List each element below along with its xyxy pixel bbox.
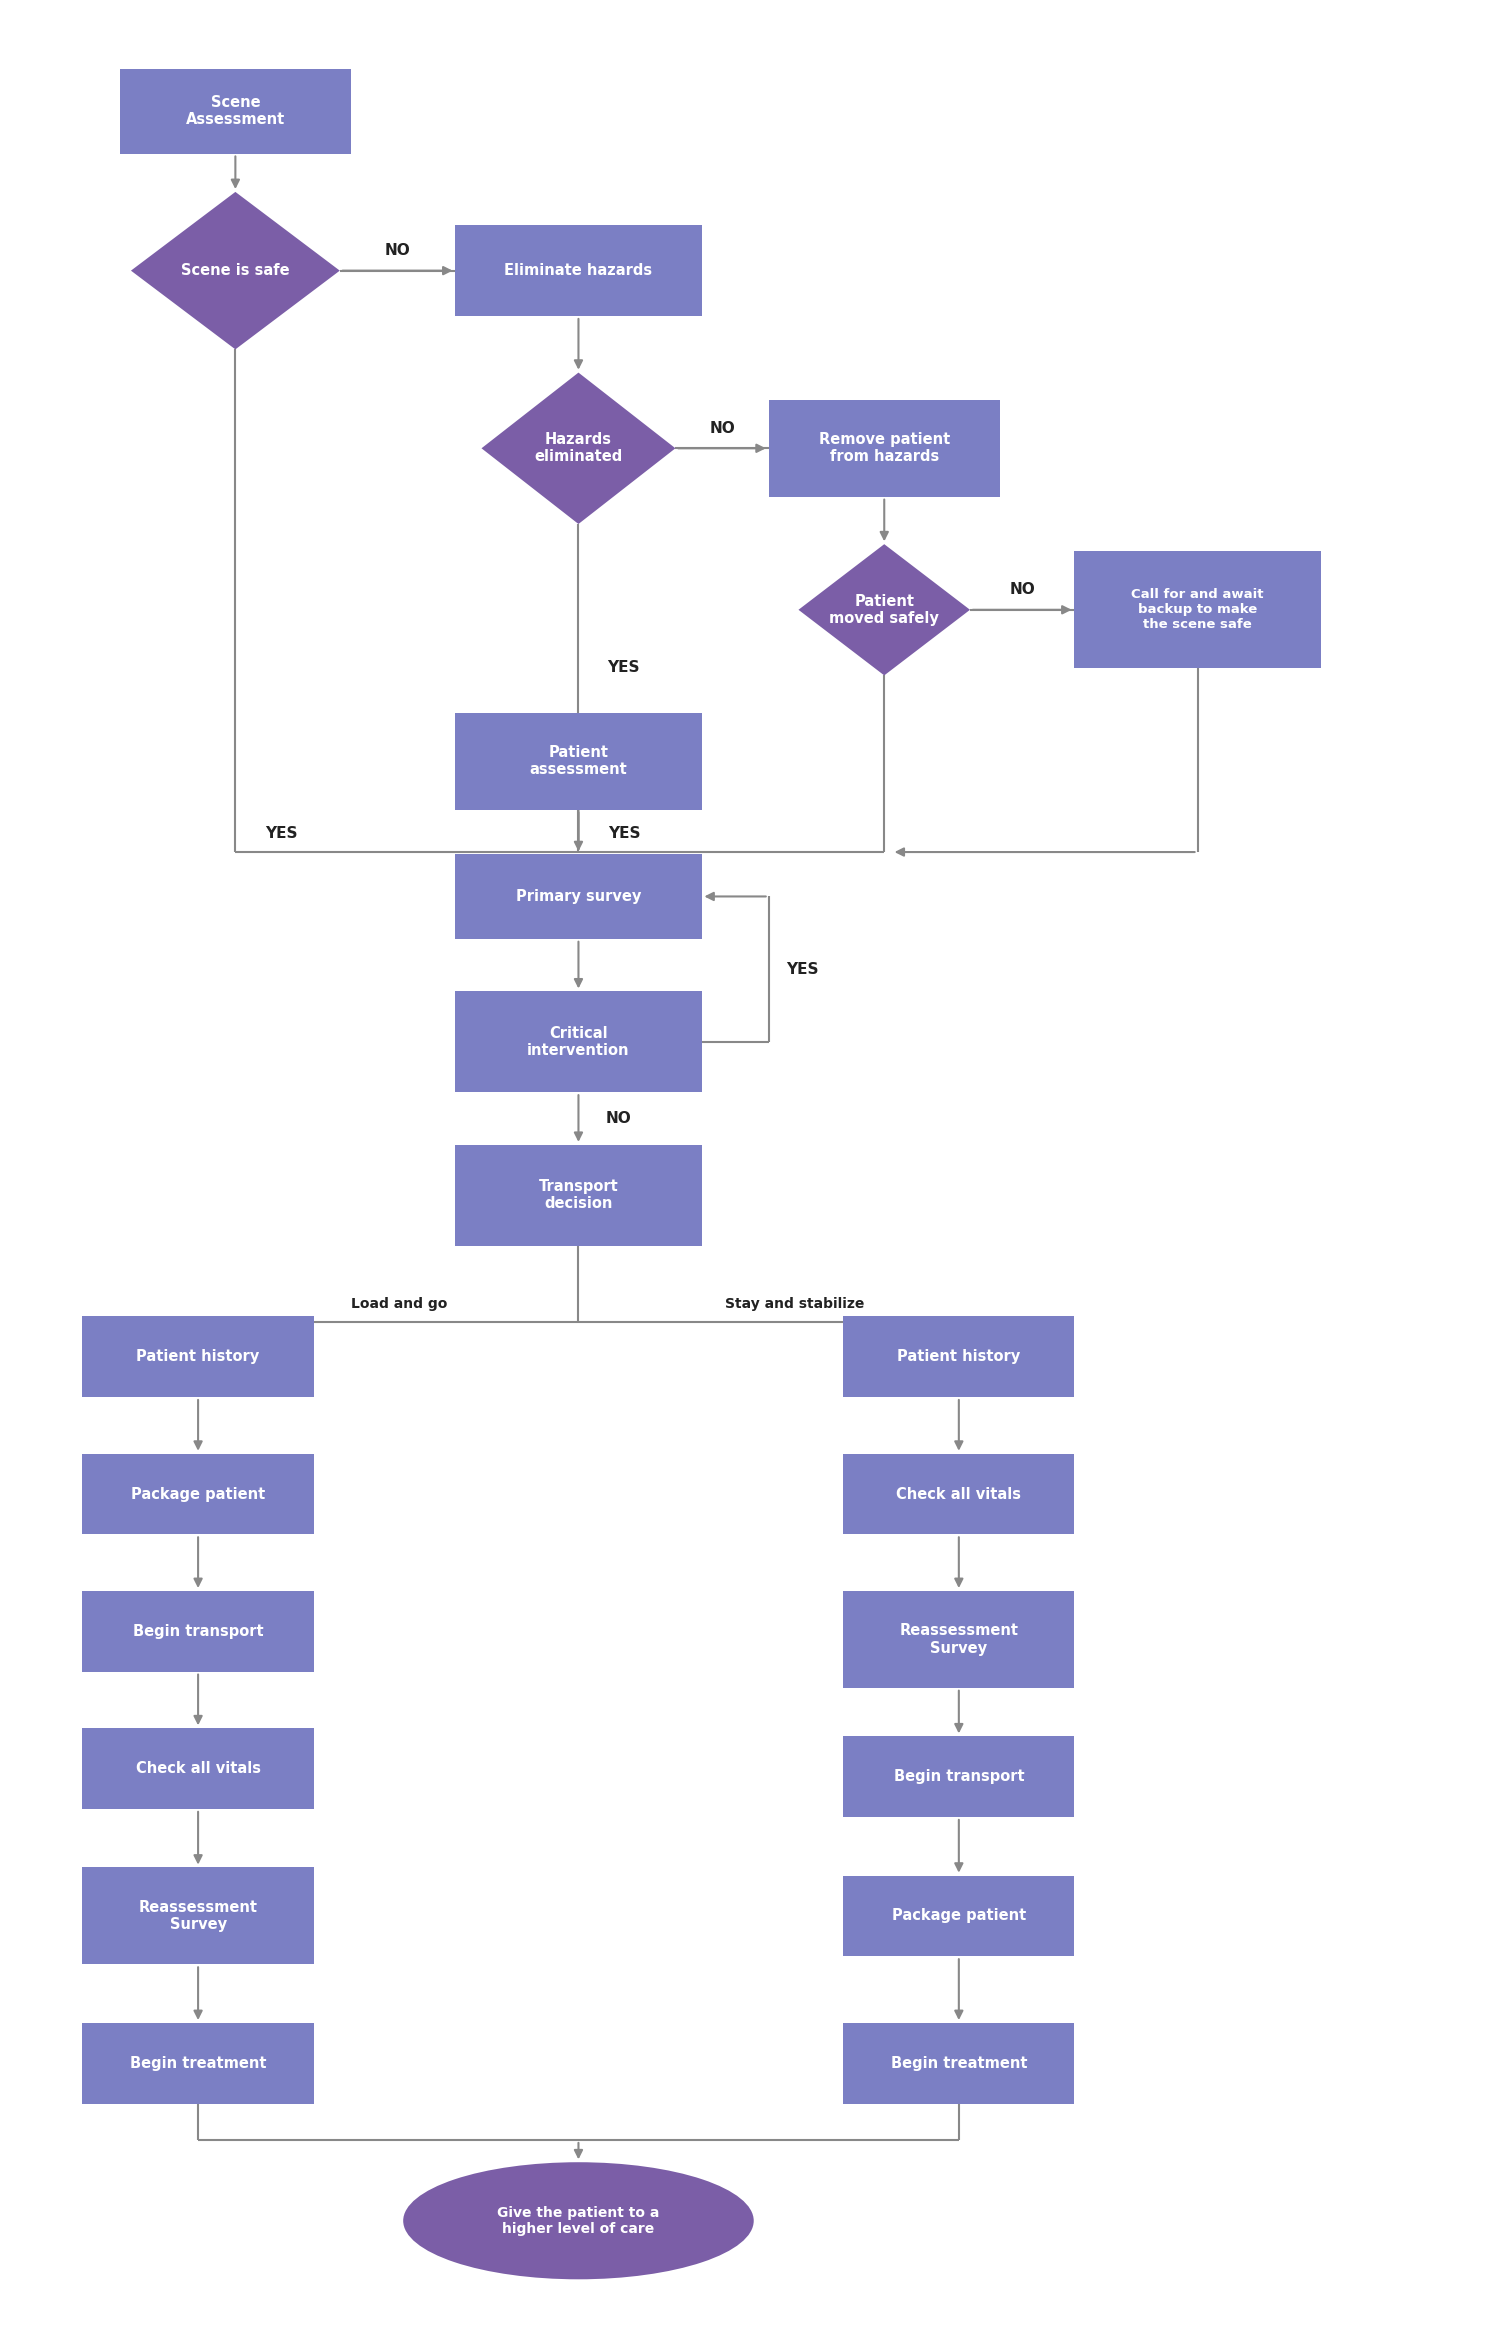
FancyBboxPatch shape (456, 854, 702, 938)
FancyBboxPatch shape (1074, 552, 1320, 669)
Text: Patient history: Patient history (136, 1350, 260, 1364)
Text: Critical
intervention: Critical intervention (526, 1025, 630, 1058)
FancyBboxPatch shape (120, 68, 351, 154)
FancyBboxPatch shape (82, 1453, 314, 1535)
Text: Patient history: Patient history (897, 1350, 1020, 1364)
FancyBboxPatch shape (456, 1144, 702, 1245)
FancyBboxPatch shape (456, 714, 702, 810)
Text: Reassessment
Survey: Reassessment Survey (900, 1624, 1019, 1657)
Text: Check all vitals: Check all vitals (897, 1486, 1022, 1502)
Polygon shape (798, 545, 970, 676)
Text: YES: YES (266, 826, 297, 842)
Text: NO: NO (710, 421, 735, 435)
Text: Transport
decision: Transport decision (538, 1179, 618, 1212)
FancyBboxPatch shape (843, 1591, 1074, 1687)
Text: NO: NO (1010, 583, 1035, 597)
Ellipse shape (404, 2162, 753, 2279)
Text: Begin treatment: Begin treatment (891, 2057, 1028, 2071)
FancyBboxPatch shape (82, 1317, 314, 1397)
Polygon shape (482, 372, 675, 524)
Text: Stay and stabilize: Stay and stabilize (724, 1296, 864, 1310)
FancyBboxPatch shape (843, 1453, 1074, 1535)
FancyBboxPatch shape (456, 992, 702, 1093)
Text: YES: YES (786, 962, 819, 976)
Text: Primary survey: Primary survey (516, 889, 640, 903)
Text: YES: YES (608, 660, 639, 676)
FancyBboxPatch shape (843, 1877, 1074, 1956)
Text: Eliminate hazards: Eliminate hazards (504, 262, 652, 278)
Text: Scene
Assessment: Scene Assessment (186, 96, 285, 126)
Text: YES: YES (609, 826, 640, 842)
Text: Check all vitals: Check all vitals (135, 1762, 261, 1776)
Text: NO: NO (606, 1112, 631, 1126)
Text: Hazards
eliminated: Hazards eliminated (534, 433, 622, 466)
FancyBboxPatch shape (82, 1591, 314, 1671)
Text: Patient
assessment: Patient assessment (530, 744, 627, 777)
Text: Scene is safe: Scene is safe (182, 262, 290, 278)
FancyBboxPatch shape (843, 1317, 1074, 1397)
Text: Begin treatment: Begin treatment (130, 2057, 267, 2071)
FancyBboxPatch shape (768, 400, 1000, 496)
Polygon shape (130, 192, 340, 349)
Text: Package patient: Package patient (130, 1486, 266, 1502)
Text: Reassessment
Survey: Reassessment Survey (138, 1900, 258, 1933)
Text: Begin transport: Begin transport (134, 1624, 264, 1638)
Text: Load and go: Load and go (351, 1296, 447, 1310)
Text: Patient
moved safely: Patient moved safely (830, 594, 939, 627)
FancyBboxPatch shape (82, 2022, 314, 2104)
Text: Package patient: Package patient (891, 1909, 1026, 1923)
FancyBboxPatch shape (456, 225, 702, 316)
Text: NO: NO (384, 243, 411, 257)
Text: Remove patient
from hazards: Remove patient from hazards (819, 433, 950, 466)
FancyBboxPatch shape (82, 1729, 314, 1809)
Text: Begin transport: Begin transport (894, 1769, 1024, 1783)
Text: Give the patient to a
higher level of care: Give the patient to a higher level of ca… (498, 2207, 660, 2235)
FancyBboxPatch shape (843, 1736, 1074, 1818)
FancyBboxPatch shape (843, 2022, 1074, 2104)
Text: Call for and await
backup to make
the scene safe: Call for and await backup to make the sc… (1131, 587, 1263, 632)
FancyBboxPatch shape (82, 1867, 314, 1963)
